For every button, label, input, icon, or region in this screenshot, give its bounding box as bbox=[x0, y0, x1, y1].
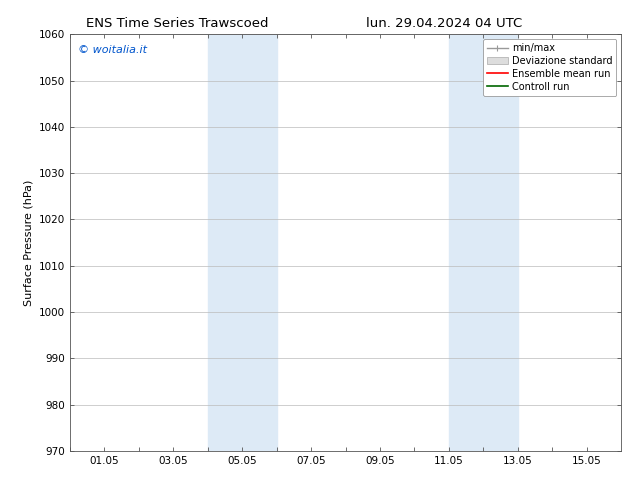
Y-axis label: Surface Pressure (hPa): Surface Pressure (hPa) bbox=[23, 179, 33, 306]
Text: lun. 29.04.2024 04 UTC: lun. 29.04.2024 04 UTC bbox=[366, 17, 522, 30]
Bar bbox=[449, 34, 518, 451]
Text: ENS Time Series Trawscoed: ENS Time Series Trawscoed bbox=[86, 17, 269, 30]
Text: © woitalia.it: © woitalia.it bbox=[78, 45, 147, 55]
Bar bbox=[207, 34, 276, 451]
Legend: min/max, Deviazione standard, Ensemble mean run, Controll run: min/max, Deviazione standard, Ensemble m… bbox=[483, 39, 616, 96]
